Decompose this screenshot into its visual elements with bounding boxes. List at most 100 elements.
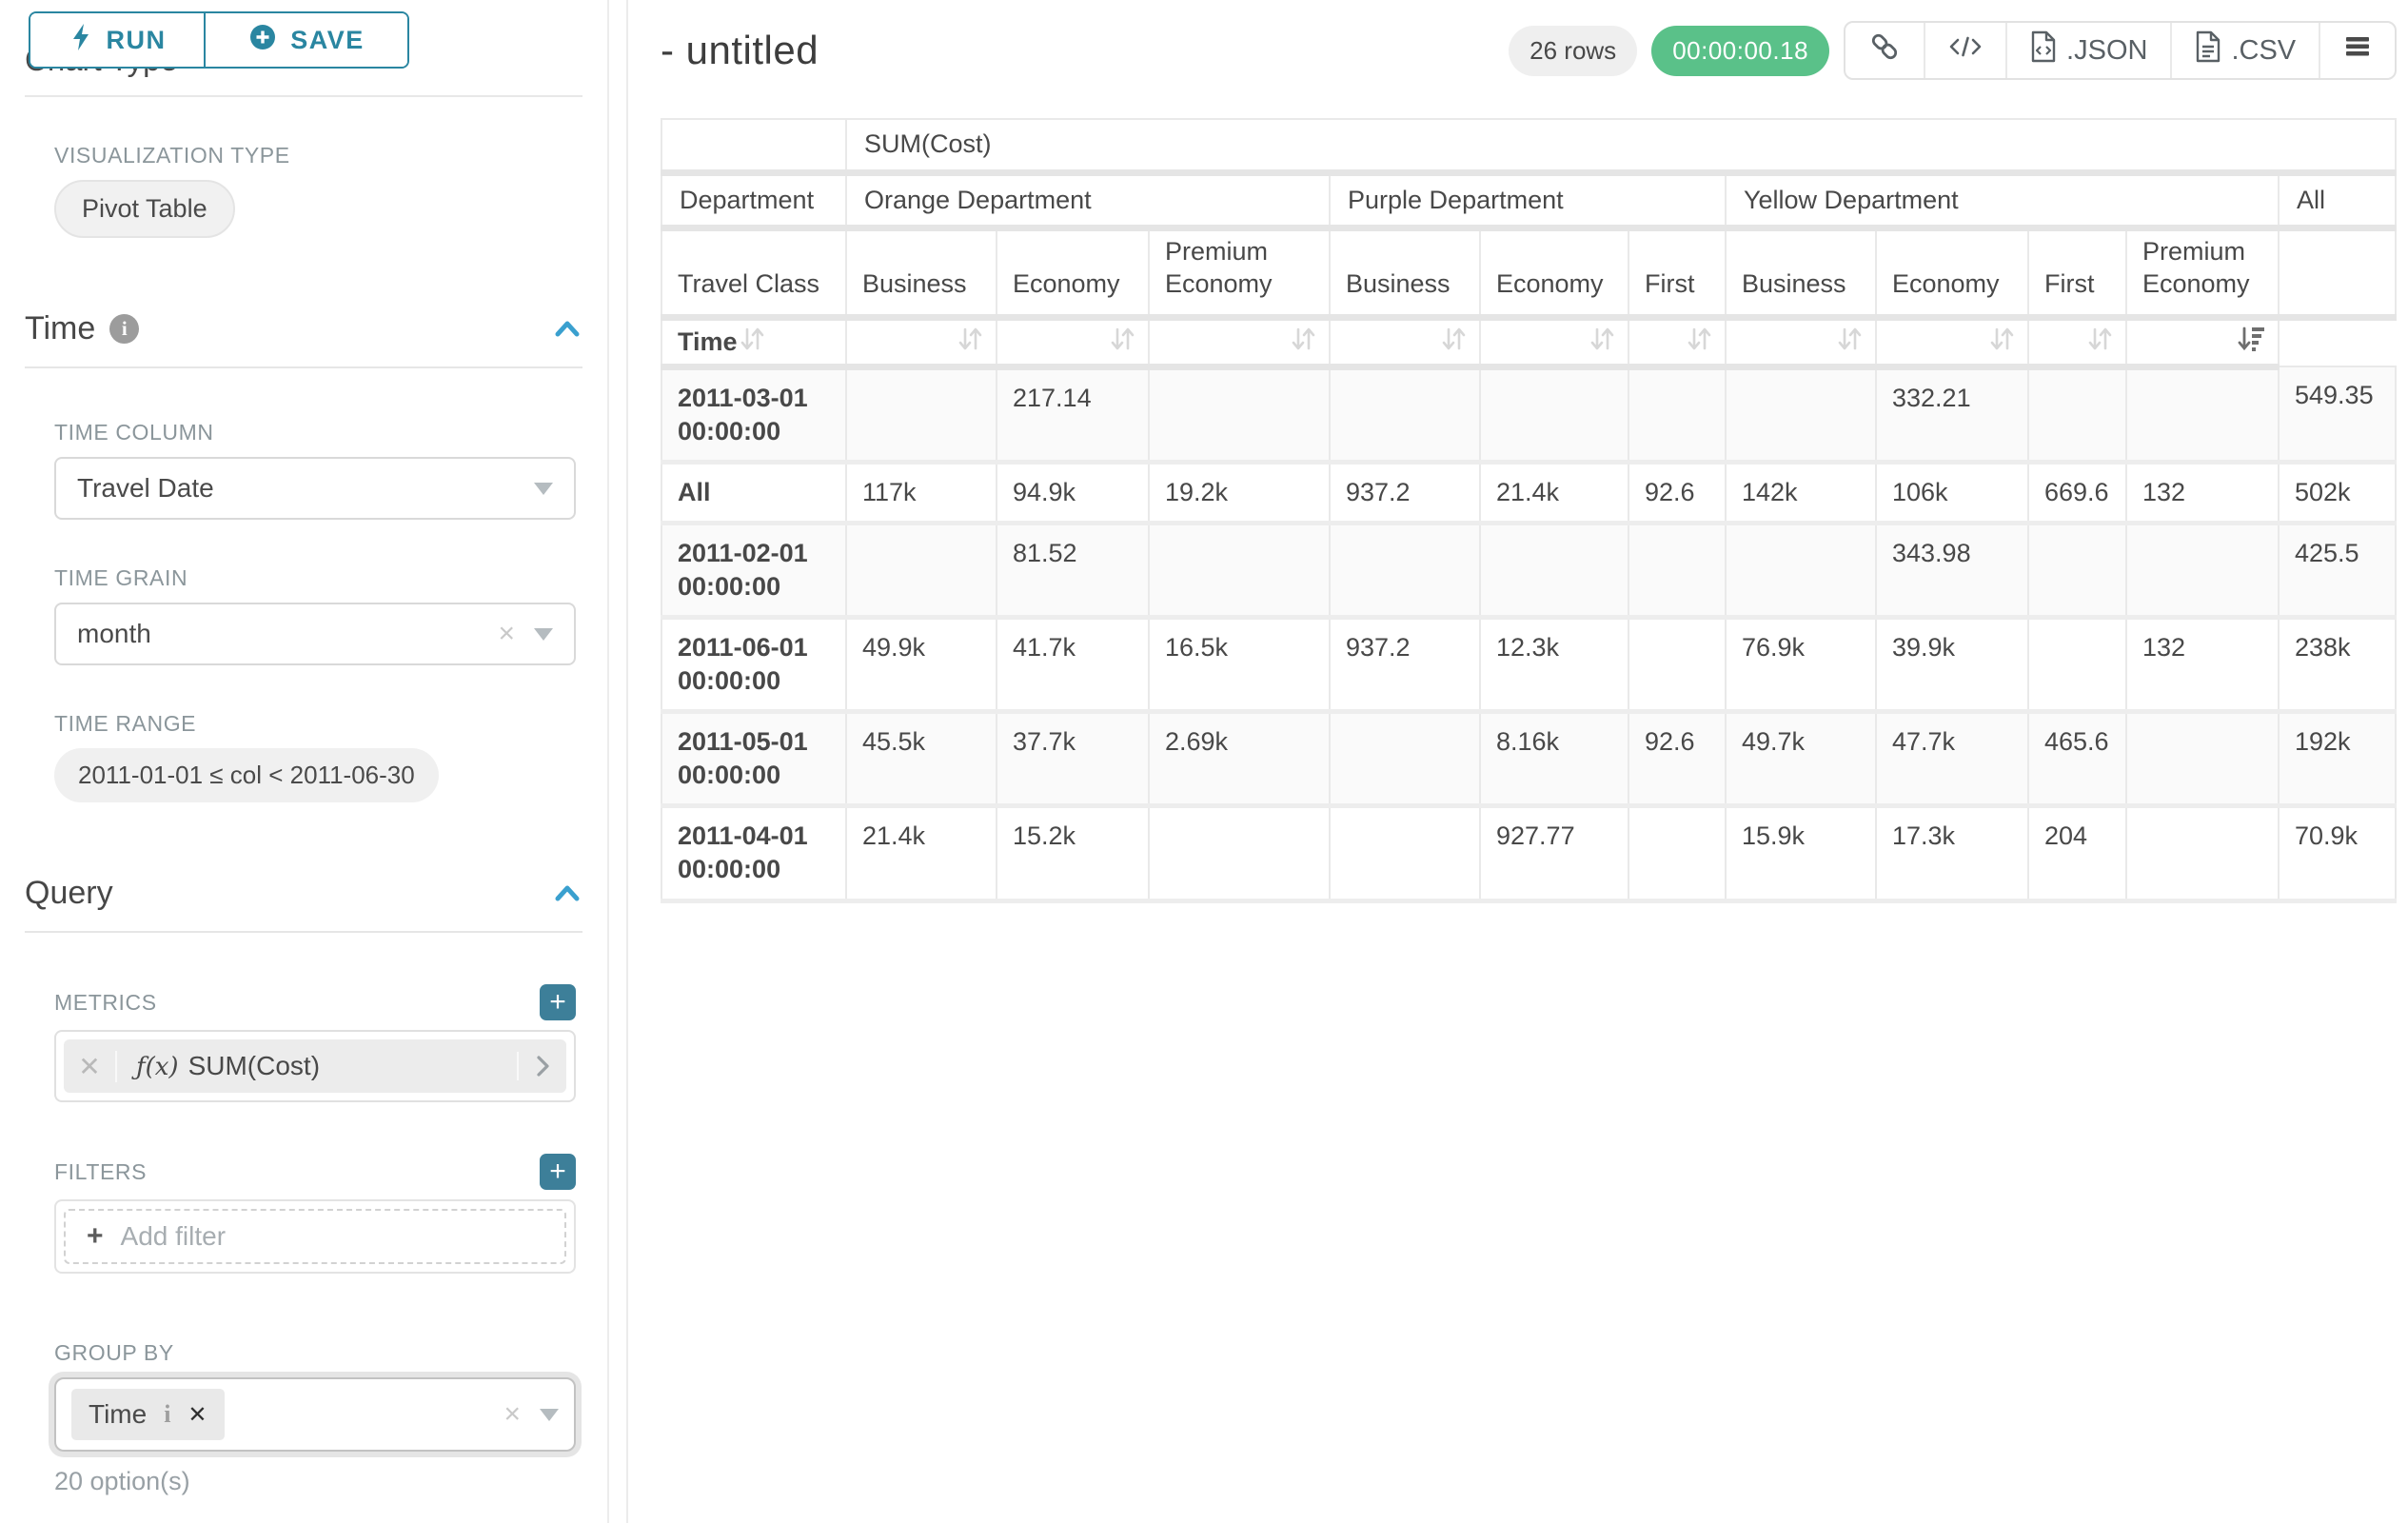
- section-divider: [25, 931, 582, 933]
- plus-icon: +: [87, 1220, 104, 1253]
- chart-title[interactable]: - untitled: [661, 28, 819, 73]
- value-cell: [2126, 523, 2279, 617]
- view-query-button[interactable]: [1924, 23, 2005, 78]
- sort-icon[interactable]: [1439, 325, 1468, 360]
- visualization-type-label: VISUALIZATION TYPE: [54, 143, 607, 168]
- sort-icon[interactable]: [1987, 325, 2016, 360]
- value-cell: 465.6: [2028, 712, 2126, 806]
- value-cell: 502k: [2279, 462, 2396, 523]
- metric-value: SUM(Cost): [188, 1051, 320, 1080]
- time-grain-select[interactable]: month ×: [54, 603, 576, 665]
- info-icon: i: [109, 314, 139, 344]
- chevron-right-icon[interactable]: [517, 1052, 566, 1080]
- table-row: 2011-06-01 00:00:0049.9k41.7k16.5k937.21…: [661, 617, 2396, 711]
- value-cell: 16.5k: [1149, 617, 1330, 711]
- metric-chip[interactable]: ✕ ƒ(x)SUM(Cost): [64, 1039, 566, 1093]
- value-cell: 937.2: [1330, 462, 1480, 523]
- travel-class-cell: First: [2028, 227, 2126, 317]
- remove-metric-icon[interactable]: ✕: [64, 1051, 117, 1082]
- chevron-up-icon[interactable]: [552, 881, 582, 906]
- sort-icon[interactable]: [956, 325, 984, 360]
- metric-header-cell: SUM(Cost): [846, 119, 2396, 172]
- value-cell: 92.6: [1628, 462, 1726, 523]
- value-cell: [1330, 806, 1480, 900]
- row-label-cell: 2011-04-01 00:00:00: [661, 806, 846, 900]
- time-range-pill[interactable]: 2011-01-01 ≤ col < 2011-06-30: [54, 748, 439, 802]
- group-by-select[interactable]: Time i ✕ ×: [54, 1377, 576, 1452]
- column-sort-header[interactable]: [2126, 317, 2279, 366]
- column-sort-header[interactable]: [846, 317, 997, 366]
- sort-desc-icon[interactable]: [2236, 325, 2266, 360]
- group-by-label: GROUP BY: [54, 1340, 607, 1366]
- row-label-cell: 2011-03-01 00:00:00: [661, 366, 846, 462]
- value-cell: 12.3k: [1480, 617, 1628, 711]
- save-button-label: SAVE: [290, 26, 365, 55]
- column-sort-header[interactable]: [1628, 317, 1726, 366]
- chevron-up-icon[interactable]: [552, 317, 582, 342]
- sort-icon[interactable]: [1588, 325, 1616, 360]
- table-row: 2011-03-01 00:00:00217.14332.21549.35: [661, 366, 2396, 462]
- sort-icon[interactable]: [2085, 325, 2114, 360]
- add-filter-plus-button[interactable]: +: [540, 1154, 576, 1190]
- group-by-options-hint: 20 option(s): [54, 1467, 607, 1496]
- travel-class-cell: [2279, 227, 2396, 317]
- group-by-chip-time[interactable]: Time i ✕: [71, 1389, 225, 1440]
- column-sort-header[interactable]: [1149, 317, 1330, 366]
- row-count-badge: 26 rows: [1509, 26, 1637, 76]
- value-cell: 927.77: [1480, 806, 1628, 900]
- remove-chip-icon[interactable]: ✕: [188, 1401, 207, 1429]
- add-filter-button[interactable]: + Add filter: [64, 1209, 566, 1264]
- value-cell: [1628, 617, 1726, 711]
- select-controls: ×: [503, 1400, 559, 1429]
- value-cell: 39.9k: [1876, 617, 2028, 711]
- value-cell: [2028, 366, 2126, 462]
- value-cell: 8.16k: [1480, 712, 1628, 806]
- column-sort-header[interactable]: [997, 317, 1149, 366]
- value-cell: 76.9k: [1726, 617, 1876, 711]
- query-timer-badge: 00:00:00.18: [1651, 26, 1829, 76]
- clear-icon[interactable]: ×: [503, 1400, 521, 1429]
- time-column-select[interactable]: Travel Date: [54, 457, 576, 520]
- run-button[interactable]: RUN: [30, 13, 204, 67]
- sort-icon[interactable]: [1108, 325, 1136, 360]
- menu-button[interactable]: [2319, 23, 2395, 78]
- add-metric-button[interactable]: +: [540, 984, 576, 1020]
- sort-icon[interactable]: [1685, 325, 1713, 360]
- visualization-type-pill[interactable]: Pivot Table: [54, 180, 235, 238]
- sort-icon[interactable]: [1835, 325, 1864, 360]
- export-button-group: .JSON .CSV: [1844, 21, 2397, 80]
- column-sort-header[interactable]: [1726, 317, 1876, 366]
- add-filter-label: Add filter: [121, 1221, 227, 1252]
- department-group-cell: All: [2279, 172, 2396, 227]
- value-cell: [1330, 523, 1480, 617]
- save-button[interactable]: SAVE: [204, 13, 407, 67]
- row-label-cell: 2011-05-01 00:00:00: [661, 712, 846, 806]
- query-section-header[interactable]: Query: [25, 875, 582, 912]
- time-sort-header[interactable]: Time: [661, 317, 846, 366]
- value-cell: [1330, 712, 1480, 806]
- value-cell: 37.7k: [997, 712, 1149, 806]
- time-section-header[interactable]: Time i: [25, 310, 582, 347]
- clear-icon[interactable]: ×: [498, 620, 515, 648]
- sort-icon[interactable]: [738, 325, 766, 360]
- sort-icon[interactable]: [1289, 325, 1317, 360]
- chart-header-actions: 26 rows 00:00:00.18: [1509, 21, 2397, 80]
- info-icon[interactable]: i: [164, 1400, 170, 1429]
- value-cell: 81.52: [997, 523, 1149, 617]
- value-cell: 17.3k: [1876, 806, 2028, 900]
- time-range-label: TIME RANGE: [54, 711, 607, 737]
- column-sort-header[interactable]: [1876, 317, 2028, 366]
- panel-resize-gutter[interactable]: [609, 0, 628, 1523]
- corner-cell: [661, 119, 846, 172]
- export-json-button[interactable]: .JSON: [2005, 23, 2170, 78]
- department-group-cell: Orange Department: [846, 172, 1330, 227]
- value-cell: [1726, 523, 1876, 617]
- column-sort-header[interactable]: [1330, 317, 1480, 366]
- column-sort-header[interactable]: [2028, 317, 2126, 366]
- value-cell: [1149, 523, 1330, 617]
- travel-class-dim-cell: Travel Class: [661, 227, 846, 317]
- export-csv-button[interactable]: .CSV: [2170, 23, 2319, 78]
- table-row: All117k94.9k19.2k937.221.4k92.6142k106k6…: [661, 462, 2396, 523]
- share-link-button[interactable]: [1845, 23, 1924, 78]
- column-sort-header[interactable]: [1480, 317, 1628, 366]
